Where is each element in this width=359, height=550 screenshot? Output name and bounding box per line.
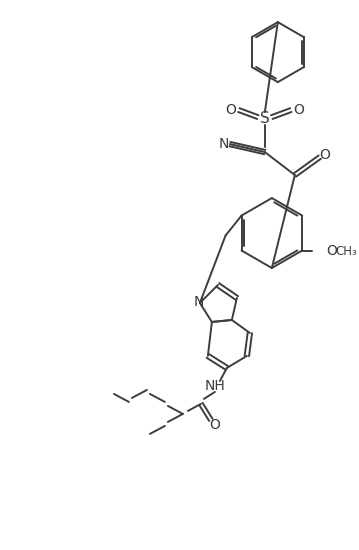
Text: O: O <box>209 418 220 432</box>
Text: NH: NH <box>205 379 225 393</box>
Text: N: N <box>194 295 204 309</box>
Text: N: N <box>219 137 229 151</box>
Text: O: O <box>327 244 337 257</box>
Text: O: O <box>225 103 236 117</box>
Text: O: O <box>293 103 304 117</box>
Text: O: O <box>320 148 330 162</box>
Text: S: S <box>260 111 270 125</box>
Text: CH₃: CH₃ <box>335 245 357 258</box>
